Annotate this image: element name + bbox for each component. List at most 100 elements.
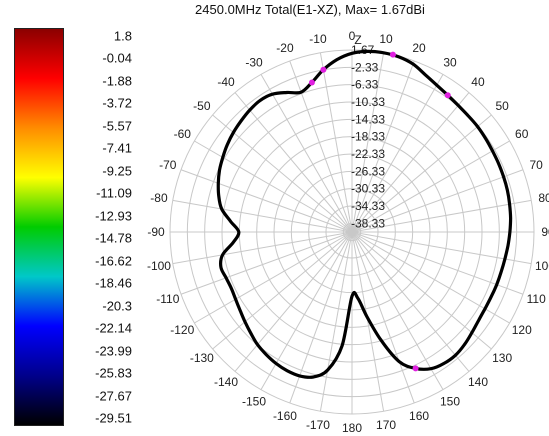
grid-spoke <box>351 199 532 233</box>
color-scale-label: -14.78 <box>95 230 132 246</box>
radial-tick-label: -26.33 <box>351 164 385 178</box>
angle-tick-label: -90 <box>147 225 165 239</box>
grid-spoke <box>260 74 353 233</box>
grid-spoke <box>351 231 385 412</box>
grid-spoke <box>212 114 353 233</box>
color-scale-label: -25.83 <box>95 365 132 381</box>
angle-tick-label: 20 <box>412 41 426 55</box>
angle-tick-label: 150 <box>440 395 460 409</box>
color-scale-bar <box>14 28 64 426</box>
radial-tick-label: -34.33 <box>351 199 385 213</box>
grid-spoke <box>234 231 353 372</box>
color-scale-label: -18.46 <box>95 275 132 291</box>
angle-tick-label: -120 <box>170 323 194 337</box>
angle-tick-label: 0 <box>349 29 356 43</box>
grid-spoke <box>351 140 510 233</box>
grid-spoke <box>172 199 353 233</box>
grid-spoke <box>351 231 415 404</box>
grid-spoke <box>194 140 353 233</box>
color-scale-label: 1.8 <box>113 28 132 44</box>
angle-tick-label: -150 <box>242 395 266 409</box>
angle-tick-label: 40 <box>471 75 485 89</box>
radial-tick-label: -6.33 <box>351 78 379 92</box>
grid-spoke <box>289 60 353 233</box>
grid-spoke <box>351 60 415 233</box>
grid-spoke <box>351 231 524 295</box>
angle-tick-label: -40 <box>217 75 235 89</box>
angle-tick-label: 70 <box>530 158 544 172</box>
angle-tick-label: 170 <box>376 418 396 432</box>
angle-tick-label: -110 <box>156 292 179 306</box>
angle-tick-label: -130 <box>190 351 214 365</box>
angle-tick-label: -80 <box>150 191 168 205</box>
angle-tick-label: -70 <box>159 158 177 172</box>
grid-spoke <box>172 231 353 265</box>
radial-tick-label: -10.33 <box>351 95 385 109</box>
grid-spoke <box>351 231 492 350</box>
angle-tick-label: -20 <box>276 41 294 55</box>
grid-spoke <box>351 169 524 233</box>
angle-tick-label: -10 <box>309 32 327 46</box>
grid-spoke <box>351 114 492 233</box>
angle-tick-label: 80 <box>538 191 549 205</box>
color-scale-labels: 1.8 -0.04 -1.88 -3.72 -5.57 -7.41 -9.25 -11.09 -… <box>68 28 132 426</box>
angle-tick-label: 130 <box>492 351 512 365</box>
peak-marker <box>320 66 327 73</box>
grid-spoke <box>180 169 353 233</box>
radial-tick-label: -38.33 <box>351 216 385 230</box>
radial-tick-label: -14.33 <box>351 112 385 126</box>
angle-tick-label: 100 <box>535 259 549 273</box>
grid-spoke <box>212 231 353 350</box>
color-scale-label: -20.3 <box>102 298 132 314</box>
color-scale-label: -29.51 <box>95 410 132 426</box>
grid-spoke <box>351 74 444 233</box>
color-scale-label: -23.99 <box>95 343 132 359</box>
grid-spoke <box>319 52 353 233</box>
color-scale-label: -5.57 <box>102 118 132 134</box>
grid-spoke <box>351 52 385 233</box>
color-scale-label: -1.88 <box>102 73 132 89</box>
angle-tick-label: -160 <box>273 409 297 423</box>
angle-tick-label: 180 <box>342 421 362 435</box>
peak-markers <box>308 51 451 372</box>
axis-name-label: Z <box>354 33 361 47</box>
radial-tick-label: -18.33 <box>351 130 385 144</box>
grid-spoke <box>351 231 444 390</box>
angle-tick-label: 30 <box>443 55 457 69</box>
angle-tick-label: -60 <box>174 127 192 141</box>
peak-marker <box>412 365 419 372</box>
color-scale-label: -11.09 <box>96 185 132 201</box>
color-scale-label: -7.41 <box>102 140 132 156</box>
angle-tick-label: -50 <box>193 99 211 113</box>
angle-tick-label: 160 <box>409 409 429 423</box>
grid-spoke <box>319 231 353 412</box>
angle-tick-label: 90 <box>541 225 549 239</box>
peak-marker <box>308 79 315 86</box>
peak-marker <box>444 92 451 99</box>
radial-tick-labels: 1.67-2.33-6.33-10.33-14.33-18.33-22.33-2… <box>351 43 385 230</box>
color-scale-label: -22.14 <box>95 320 132 336</box>
grid-spoke <box>234 92 353 233</box>
angle-tick-label: 60 <box>515 127 529 141</box>
angle-tick-label: -100 <box>147 259 171 273</box>
radiation-pattern-line <box>216 49 513 379</box>
radial-tick-label: -22.33 <box>351 147 385 161</box>
color-scale-label: -3.72 <box>102 95 132 111</box>
color-scale-label: -9.25 <box>102 163 132 179</box>
grid-spoke <box>351 231 510 324</box>
angle-tick-label: 10 <box>379 32 393 46</box>
angle-tick-label: -140 <box>214 375 238 389</box>
color-scale-label: -12.93 <box>95 208 132 224</box>
chart-title: 2450.0MHz Total(E1-XZ), Max= 1.67dBi <box>195 2 425 17</box>
radial-tick-label: -2.33 <box>351 60 379 74</box>
color-scale-label: -0.04 <box>102 50 132 66</box>
grid-spoke <box>180 231 353 295</box>
angle-tick-label: 140 <box>468 375 488 389</box>
angle-tick-label: -30 <box>245 55 263 69</box>
grid-spoke <box>351 231 470 372</box>
grid-spoke <box>194 231 353 324</box>
color-scale-label: -16.62 <box>95 253 132 269</box>
grid-spoke <box>351 231 532 265</box>
